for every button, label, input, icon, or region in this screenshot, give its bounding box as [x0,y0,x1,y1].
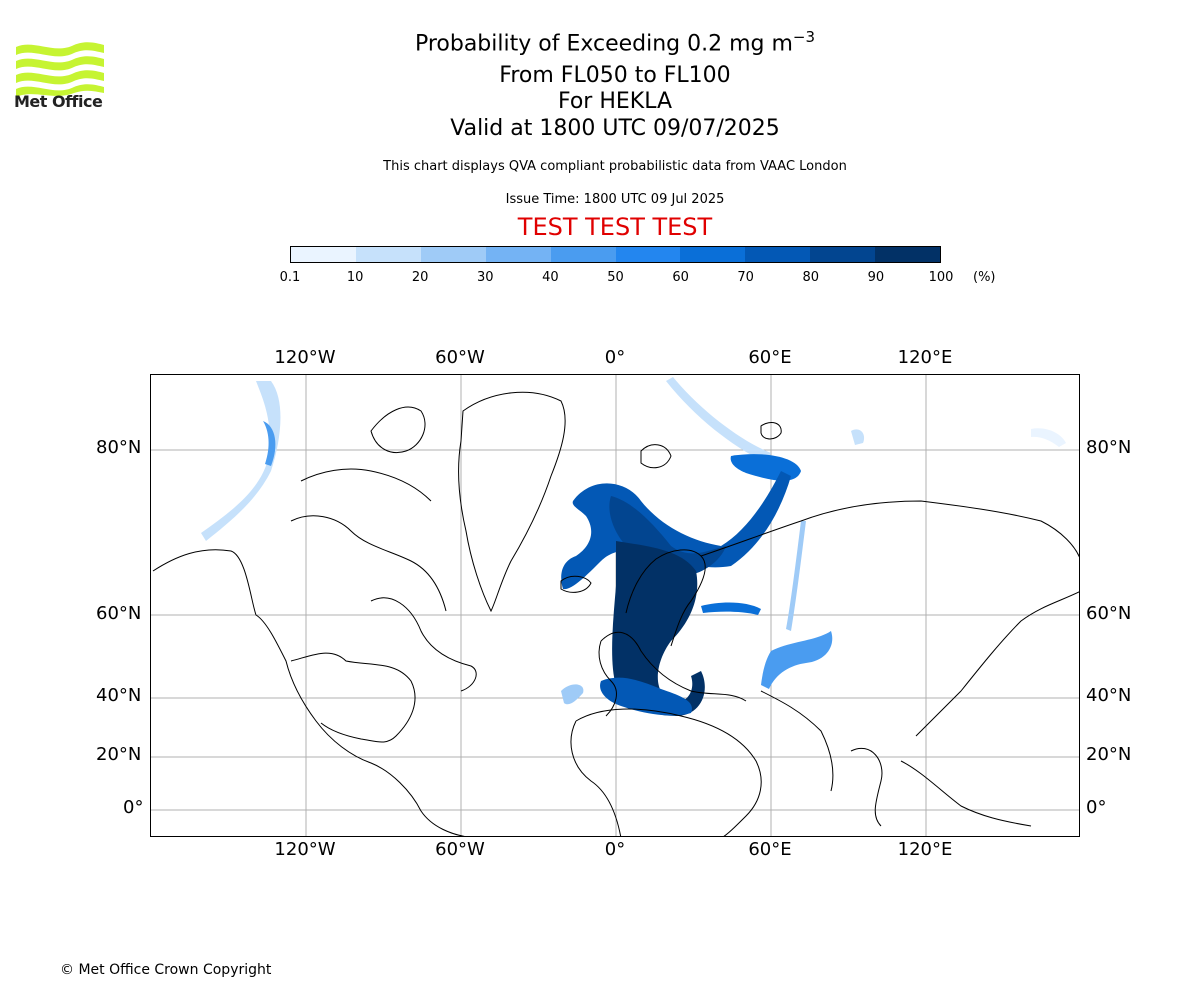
lat-label-right-20n: 20°N [1086,744,1132,765]
colorbar-cell [810,247,876,262]
lat-label-left-20n: 20°N [96,744,142,765]
flight-level-range: From FL050 to FL100 [499,63,731,88]
chart-title: Probability of Exceeding 0.2 mg m−3 [414,28,816,57]
colorbar-tick-label: 0.1 [279,270,301,285]
volcano-name: For HEKLA [557,89,673,114]
colorbar-cell [485,247,551,262]
colorbar-tick-label: 50 [607,270,624,285]
colorbar-cell [680,247,746,262]
met-office-logo [16,42,104,97]
colorbar-cell [875,247,941,262]
colorbar-cell [420,247,486,262]
lat-label-right-0: 0° [1086,797,1107,818]
colorbar-tick-label: 10 [346,270,364,285]
test-banner: TEST TEST TEST [517,213,713,241]
lat-label-left-80n: 80°N [96,437,142,458]
colorbar-cell [550,247,616,262]
lon-label-bottom-120e: 120°E [897,839,953,860]
colorbar-tick-label: 30 [477,270,494,285]
colorbar-tick-label: 100 [928,270,954,285]
probability-colorbar [290,246,941,263]
lat-label-right-40n: 40°N [1086,685,1132,706]
lon-label-top-0: 0° [604,347,626,368]
colorbar-tick-label: 90 [867,270,885,285]
lon-label-top-120w: 120°W [274,347,336,368]
lat-label-right-80n: 80°N [1086,437,1132,458]
colorbar-cell [355,247,421,262]
issue-time: Issue Time: 1800 UTC 09 Jul 2025 [505,192,725,207]
lat-label-left-0: 0° [123,797,144,818]
lat-label-left-40n: 40°N [96,685,142,706]
ash-probability-plume [201,377,1066,716]
colorbar-tick-label: 20 [411,270,429,285]
lon-label-bottom-60w: 60°W [435,839,485,860]
lat-label-right-60n: 60°N [1086,603,1132,624]
colorbar-cell [615,247,681,262]
colorbar-tick-label: 80 [802,270,820,285]
lon-label-bottom-0: 0° [604,839,626,860]
lon-label-bottom-120w: 120°W [274,839,336,860]
colorbar-cell [745,247,811,262]
colorbar-cell [291,247,356,262]
valid-time: Valid at 1800 UTC 09/07/2025 [450,116,780,141]
colorbar-tick-labels: 0.1 10 20 30 40 50 60 70 80 90 100 [0,270,1200,290]
lat-label-left-60n: 60°N [96,603,142,624]
chart-description: This chart displays QVA compliant probab… [383,159,847,174]
met-office-logo-text: Met Office [14,92,103,111]
coastlines [152,391,1079,836]
colorbar-unit: (%) [973,270,996,285]
lon-label-top-120e: 120°E [897,347,953,368]
ash-probability-map [150,374,1080,837]
lon-label-top-60e: 60°E [748,347,792,368]
colorbar-tick-label: 70 [737,270,754,285]
copyright-notice: © Met Office Crown Copyright [60,962,272,978]
lon-label-top-60w: 60°W [435,347,485,368]
colorbar-tick-label: 40 [542,270,559,285]
lon-label-bottom-60e: 60°E [748,839,792,860]
colorbar-tick-label: 60 [672,270,689,285]
map-canvas [151,375,1079,836]
